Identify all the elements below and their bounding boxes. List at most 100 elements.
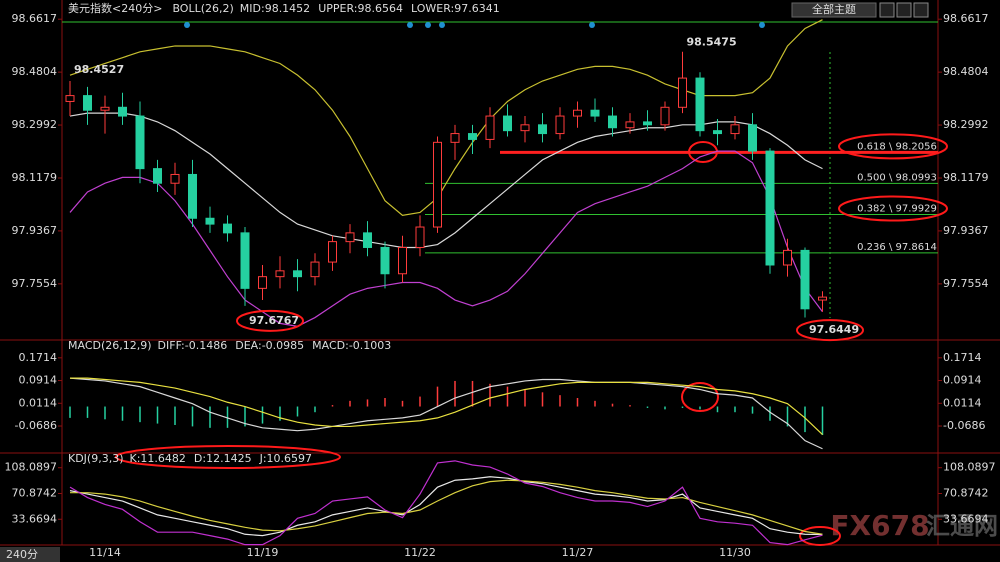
y-tick-label: -0.0686: [15, 419, 57, 432]
y-tick-label: 0.0114: [19, 396, 58, 409]
candle-body: [573, 109, 582, 117]
period-tab[interactable]: [0, 547, 60, 562]
y-tick-label: 0.0914: [19, 374, 58, 387]
y-tick-label: 0.0914: [943, 374, 982, 387]
candle-body: [608, 115, 617, 129]
y-tick-label: -0.0686: [943, 419, 985, 432]
y-tick-label: 33.6694: [943, 512, 989, 525]
watermark-name: 汇通网: [926, 512, 998, 540]
candle-body: [240, 232, 250, 289]
y-tick-label: 98.2992: [12, 118, 58, 131]
candle-body: [765, 150, 775, 266]
indicator-title: MACD(26,12,9): [68, 339, 152, 352]
candle-body: [205, 217, 215, 225]
candle-body: [503, 115, 512, 132]
candle-body: [800, 249, 810, 310]
candle-body: [450, 133, 460, 143]
candle-body: [153, 168, 162, 184]
highlight-ellipse: [838, 133, 948, 160]
candle-body: [100, 106, 110, 111]
candle-body: [415, 226, 425, 248]
candle-body: [748, 124, 757, 152]
candle-body: [520, 124, 530, 132]
y-tick-label: 98.2992: [943, 118, 989, 131]
candle-body: [433, 141, 442, 228]
y-tick-label: 70.8742: [943, 486, 989, 499]
x-tick-label: 11/19: [247, 546, 279, 559]
candle-body: [625, 121, 635, 129]
theme-button-label[interactable]: 全部主题: [812, 2, 856, 16]
candle-body: [345, 232, 355, 243]
legend-label: UPPER:98.6564: [318, 2, 403, 15]
y-tick-label: 97.9367: [943, 224, 989, 237]
candle-body: [188, 173, 197, 219]
y-tick-label: 0.1714: [943, 351, 982, 364]
x-tick-label: 11/22: [404, 546, 436, 559]
candle-body: [293, 270, 302, 278]
legend-label: K:11.6482: [130, 452, 186, 465]
legend-label: LOWER:97.6341: [411, 2, 500, 15]
legend-label: DIFF:-0.1486: [158, 339, 228, 352]
candle-body: [713, 130, 722, 135]
price-annotation: 97.6767: [249, 314, 299, 327]
candle-body: [818, 296, 827, 301]
candle-body: [258, 276, 267, 289]
y-tick-label: 97.9367: [12, 224, 58, 237]
indicator-title: KDJ(9,3,3): [68, 452, 124, 465]
indicator-line: [69, 476, 823, 537]
candle-body: [135, 115, 145, 170]
candle-body: [468, 133, 477, 140]
candle-body: [223, 223, 232, 234]
y-tick-label: 98.1179: [943, 171, 989, 184]
indicator-line: [69, 460, 823, 546]
period-label[interactable]: 240分: [6, 548, 38, 561]
candle-body: [730, 124, 740, 135]
highlight-ellipse: [681, 382, 719, 412]
y-tick-label: 98.4804: [12, 65, 58, 78]
candle-body: [328, 241, 337, 263]
y-tick-label: 33.6694: [12, 512, 58, 525]
candle-body: [380, 246, 390, 275]
indicator-line: [69, 150, 823, 327]
candle-body: [660, 106, 670, 126]
candle-body: [678, 77, 687, 108]
highlight-ellipse: [838, 195, 948, 222]
price-annotation: 97.6449: [809, 323, 859, 336]
window-buttons[interactable]: [879, 2, 929, 18]
y-tick-label: 98.6617: [943, 12, 989, 25]
indicator-title: BOLL(26,2): [172, 2, 233, 15]
y-tick-label: 108.0897: [943, 461, 996, 474]
highlight-ellipse: [236, 309, 304, 332]
fib-label: 0.500 \ 98.0993: [857, 172, 937, 183]
candle-body: [65, 95, 75, 102]
theme-button[interactable]: [791, 2, 877, 18]
candle-body: [538, 124, 547, 135]
y-tick-label: 97.7554: [12, 277, 58, 290]
x-tick-label: 11/14: [89, 546, 121, 559]
candle-body: [590, 109, 600, 117]
highlight-ellipse: [799, 526, 841, 546]
candle-body: [485, 115, 495, 140]
highlight-ellipse: [796, 319, 864, 342]
y-tick-label: 97.7554: [943, 277, 989, 290]
y-tick-label: 70.8742: [12, 486, 58, 499]
event-dots: [184, 22, 765, 28]
candle-body: [783, 249, 792, 266]
chart-title: 美元指数<240分>: [68, 1, 162, 15]
candle-body: [83, 95, 92, 111]
fib-label: 0.382 \ 97.9929: [857, 203, 937, 214]
y-tick-label: 98.1179: [12, 171, 58, 184]
legend-label: DEA:-0.0985: [235, 339, 304, 352]
candle-body: [275, 270, 285, 278]
candle-body: [170, 173, 180, 184]
indicator-line: [70, 377, 823, 435]
price-annotation: 98.5475: [687, 36, 737, 49]
highlight-ellipse: [115, 445, 341, 469]
legend-label: D:12.1425: [194, 452, 252, 465]
candle-body: [363, 232, 372, 248]
indicator-line: [70, 479, 823, 535]
candle-body: [555, 115, 565, 135]
price-annotation: 98.4527: [74, 63, 124, 76]
